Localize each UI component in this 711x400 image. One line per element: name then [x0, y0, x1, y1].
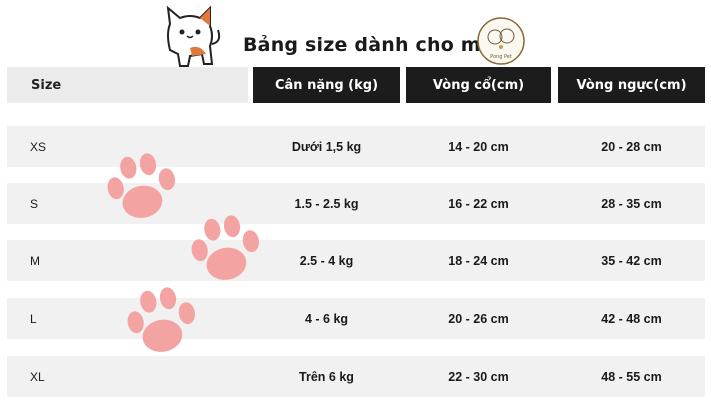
size-cell: S	[30, 196, 39, 211]
size-cell: M	[30, 253, 40, 268]
chest-cell: 20 - 28 cm	[601, 139, 662, 154]
chest-cell: 35 - 42 cm	[601, 253, 662, 268]
table-row: XL Trên 6 kg 22 - 30 cm 48 - 55 cm	[7, 356, 705, 397]
svg-text:Pong Pet: Pong Pet	[490, 54, 512, 60]
chest-cell: 48 - 55 cm	[601, 369, 662, 384]
weight-cell: Trên 6 kg	[299, 369, 354, 384]
weight-cell: 2.5 - 4 kg	[299, 253, 354, 268]
weight-cell: Dưới 1,5 kg	[291, 139, 362, 154]
page-title: Bảng size dành cho mèo	[243, 34, 508, 56]
cat-mascot-icon	[166, 5, 221, 67]
table-row: L 4 - 6 kg 20 - 26 cm 42 - 48 cm	[7, 298, 705, 339]
paw-print-icon	[127, 287, 195, 352]
weight-cell: 4 - 6 kg	[304, 311, 349, 326]
header-neck: Vòng cổ(cm)	[406, 67, 551, 103]
size-cell: XL	[30, 369, 45, 384]
size-cell: XS	[30, 139, 47, 154]
paw-print-icon	[107, 153, 175, 218]
header-size: Size	[7, 67, 248, 103]
neck-cell: 18 - 24 cm	[448, 253, 509, 268]
chest-cell: 28 - 35 cm	[601, 196, 662, 211]
neck-cell: 20 - 26 cm	[448, 311, 509, 326]
neck-cell: 22 - 30 cm	[448, 369, 509, 384]
table-row: M 2.5 - 4 kg 18 - 24 cm 35 - 42 cm	[7, 240, 705, 281]
weight-cell: 1.5 - 2.5 kg	[294, 196, 359, 211]
neck-cell: 16 - 22 cm	[448, 196, 509, 211]
pong-pet-logo: Pong Pet	[477, 17, 525, 65]
paw-print-icon	[191, 215, 259, 280]
size-cell: L	[30, 311, 37, 326]
header-chest: Vòng ngực(cm)	[558, 67, 705, 103]
header-weight: Cân nặng (kg)	[253, 67, 400, 103]
neck-cell: 14 - 20 cm	[448, 139, 509, 154]
chest-cell: 42 - 48 cm	[601, 311, 662, 326]
